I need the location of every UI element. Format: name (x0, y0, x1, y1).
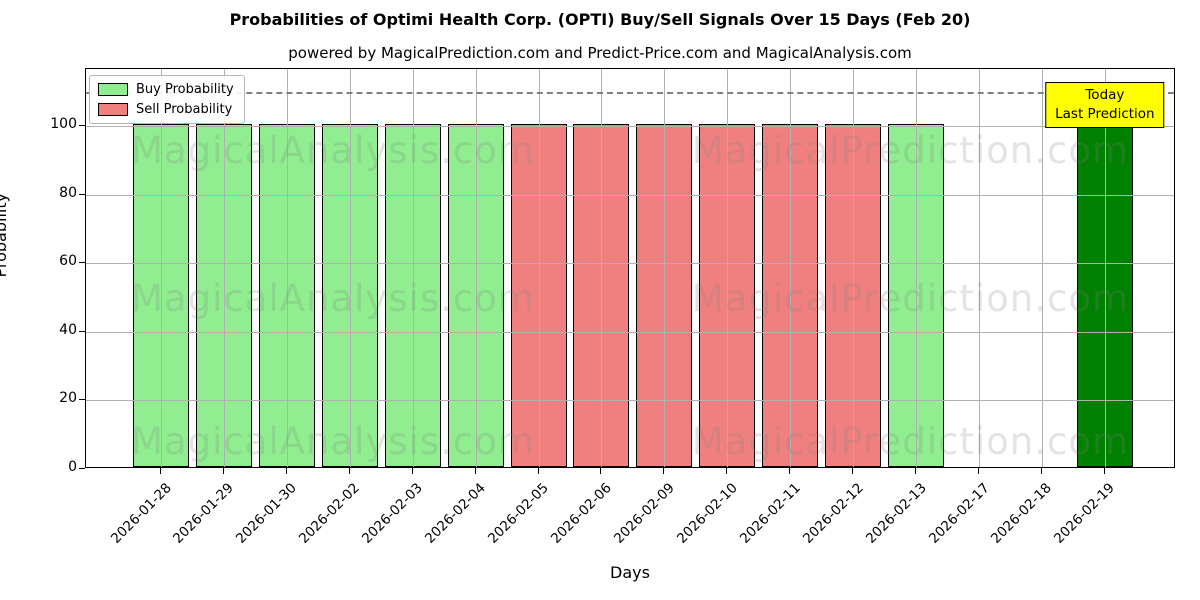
y-tick-label-80: 80 (59, 184, 77, 201)
y-tick-label-100: 100 (50, 115, 77, 132)
x-tick-mark-2026-02-11 (789, 468, 791, 474)
today-annotation-line1: Today (1085, 87, 1125, 103)
legend-item-buy: Buy Probability (98, 82, 234, 97)
today-annotation-line2: Last Prediction (1055, 105, 1155, 122)
x-axis-label: Days (610, 563, 650, 582)
x-tick-label-2026-02-04: 2026-02-04 (422, 480, 489, 547)
x-tick-mark-2026-01-30 (285, 468, 287, 474)
threshold-dashed-line (86, 91, 1174, 94)
h-gridline-80 (86, 194, 1174, 196)
v-gridline-2026-02-13 (916, 69, 918, 467)
y-tick-label-20: 20 (59, 390, 77, 407)
today-annotation: Today Last Prediction (1045, 82, 1165, 128)
x-tick-mark-2026-02-18 (1040, 468, 1042, 474)
x-tick-label-2026-02-05: 2026-02-05 (485, 480, 552, 547)
x-tick-label-2026-02-02: 2026-02-02 (296, 480, 364, 547)
x-tick-label-2026-02-11: 2026-02-11 (736, 480, 804, 547)
v-gridline-2026-02-11 (790, 69, 792, 467)
buy-legend-swatch (98, 83, 128, 96)
v-gridline-2026-02-18 (1041, 69, 1043, 467)
x-tick-mark-2026-01-28 (159, 468, 161, 474)
x-tick-label-2026-02-13: 2026-02-13 (862, 480, 930, 547)
x-tick-mark-2026-02-17 (978, 468, 980, 474)
x-tick-label-2026-02-19: 2026-02-19 (1051, 480, 1119, 547)
sell-legend-swatch (98, 103, 128, 116)
v-gridline-2026-02-17 (979, 69, 981, 467)
y-tick-mark-60 (79, 262, 85, 264)
x-tick-mark-2026-02-19 (1103, 468, 1105, 474)
y-tick-mark-40 (79, 330, 85, 332)
x-tick-label-2026-02-09: 2026-02-09 (610, 480, 678, 547)
x-tick-mark-2026-02-13 (915, 468, 917, 474)
x-tick-label-2026-02-06: 2026-02-06 (547, 480, 615, 547)
v-gridline-2026-01-28 (160, 69, 162, 467)
x-tick-mark-2026-02-06 (600, 468, 602, 474)
v-gridline-2026-01-30 (286, 69, 288, 467)
h-gridline-40 (86, 331, 1174, 333)
x-tick-label-2026-02-17: 2026-02-17 (925, 480, 993, 547)
v-gridline-2026-02-03 (412, 69, 414, 467)
h-gridline-20 (86, 400, 1174, 402)
v-gridline-2026-02-05 (538, 69, 540, 467)
h-gridline-60 (86, 263, 1174, 265)
v-gridline-2026-02-10 (727, 69, 729, 467)
chart-subtitle: powered by MagicalPrediction.com and Pre… (288, 44, 912, 62)
x-tick-label-2026-02-03: 2026-02-03 (359, 480, 427, 547)
v-gridline-2026-02-19 (1104, 69, 1106, 467)
plot-area: Buy Probability Sell Probability Today L… (85, 68, 1175, 468)
legend-item-sell: Sell Probability (98, 102, 234, 117)
legend-label-sell: Sell Probability (136, 102, 233, 117)
v-gridline-2026-02-04 (475, 69, 477, 467)
y-tick-mark-20 (79, 399, 85, 401)
x-tick-mark-2026-01-29 (222, 468, 224, 474)
v-gridline-2026-01-29 (223, 69, 225, 467)
x-tick-label-2026-01-28: 2026-01-28 (107, 480, 175, 547)
v-gridline-2026-02-12 (853, 69, 855, 467)
legend-label-buy: Buy Probability (136, 82, 234, 97)
x-tick-mark-2026-02-12 (852, 468, 854, 474)
x-tick-mark-2026-02-04 (474, 468, 476, 474)
y-tick-label-40: 40 (59, 321, 77, 338)
x-tick-label-2026-02-10: 2026-02-10 (673, 480, 741, 547)
y-tick-mark-0 (79, 468, 85, 469)
y-tick-mark-80 (79, 193, 85, 195)
x-tick-mark-2026-02-10 (726, 468, 728, 474)
y-tick-label-60: 60 (59, 253, 77, 270)
legend: Buy Probability Sell Probability (89, 75, 245, 124)
x-tick-mark-2026-02-09 (663, 468, 665, 474)
x-tick-mark-2026-02-02 (348, 468, 350, 474)
x-tick-mark-2026-02-03 (411, 468, 413, 474)
v-gridline-2026-02-02 (349, 69, 351, 467)
chart-title: Probabilities of Optimi Health Corp. (OP… (229, 10, 971, 29)
x-tick-label-2026-02-12: 2026-02-12 (799, 480, 867, 547)
v-gridline-2026-02-06 (601, 69, 603, 467)
x-tick-label-2026-01-30: 2026-01-30 (233, 480, 301, 547)
v-gridline-2026-02-09 (664, 69, 666, 467)
h-gridline-100 (86, 125, 1174, 127)
x-tick-label-2026-01-29: 2026-01-29 (170, 480, 238, 547)
x-tick-label-2026-02-18: 2026-02-18 (988, 480, 1056, 547)
x-tick-mark-2026-02-05 (537, 468, 539, 474)
y-tick-mark-100 (79, 124, 85, 126)
y-tick-label-0: 0 (68, 459, 77, 475)
